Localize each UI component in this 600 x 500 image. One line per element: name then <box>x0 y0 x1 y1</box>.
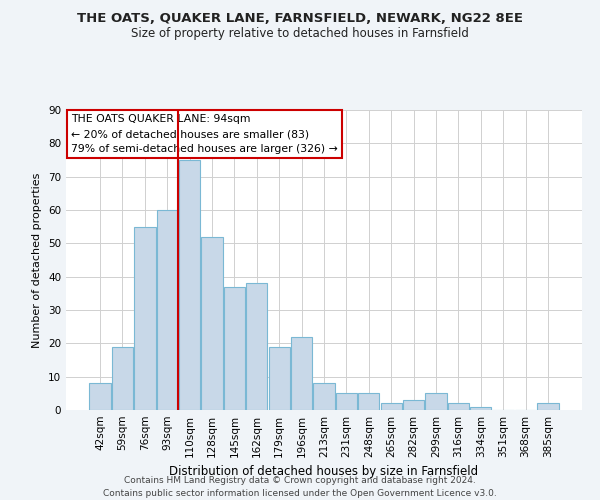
Bar <box>358 394 379 410</box>
Bar <box>246 284 268 410</box>
Text: Size of property relative to detached houses in Farnsfield: Size of property relative to detached ho… <box>131 28 469 40</box>
Bar <box>291 336 312 410</box>
Text: Contains HM Land Registry data © Crown copyright and database right 2024.
Contai: Contains HM Land Registry data © Crown c… <box>103 476 497 498</box>
Bar <box>313 384 335 410</box>
Bar <box>403 400 424 410</box>
Bar <box>380 404 402 410</box>
Y-axis label: Number of detached properties: Number of detached properties <box>32 172 43 348</box>
Bar <box>134 226 155 410</box>
Bar <box>224 286 245 410</box>
Bar <box>89 384 111 410</box>
Bar <box>202 236 223 410</box>
Bar <box>448 404 469 410</box>
Bar <box>537 404 559 410</box>
Text: THE OATS QUAKER LANE: 94sqm
← 20% of detached houses are smaller (83)
79% of sem: THE OATS QUAKER LANE: 94sqm ← 20% of det… <box>71 114 338 154</box>
Bar <box>336 394 357 410</box>
Bar <box>179 160 200 410</box>
Bar <box>470 406 491 410</box>
Bar <box>112 346 133 410</box>
Bar <box>157 210 178 410</box>
Bar <box>425 394 446 410</box>
Text: THE OATS, QUAKER LANE, FARNSFIELD, NEWARK, NG22 8EE: THE OATS, QUAKER LANE, FARNSFIELD, NEWAR… <box>77 12 523 26</box>
X-axis label: Distribution of detached houses by size in Farnsfield: Distribution of detached houses by size … <box>169 466 479 478</box>
Bar <box>269 346 290 410</box>
